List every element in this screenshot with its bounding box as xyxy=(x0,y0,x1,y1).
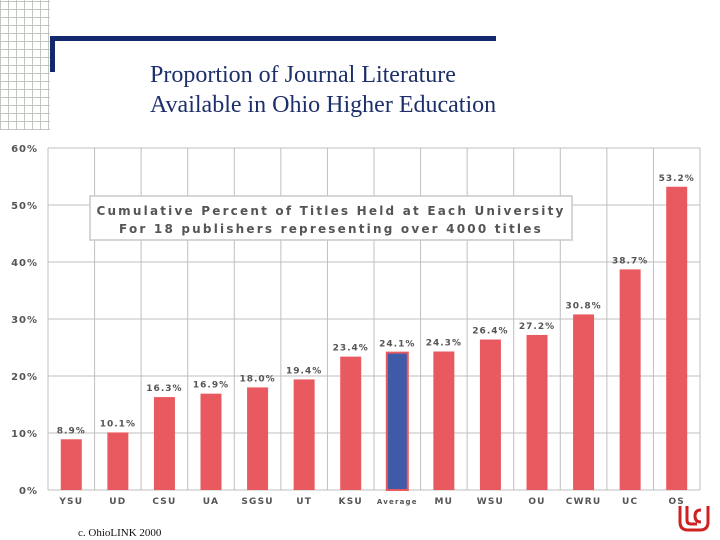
slide-title: Proportion of Journal Literature Availab… xyxy=(150,60,670,120)
decorative-grid-pattern xyxy=(0,0,50,130)
value-label-ysu: 8.9% xyxy=(57,426,86,436)
bar-wsu xyxy=(479,339,501,490)
category-label-ut: UT xyxy=(296,497,312,507)
value-label-ut: 19.4% xyxy=(286,366,322,376)
annotation-line-1: Cumulative Percent of Titles Held at Eac… xyxy=(96,204,565,218)
ohiolink-logo-icon xyxy=(678,506,710,532)
bar-ud xyxy=(107,432,129,490)
value-label-csu: 16.3% xyxy=(146,384,182,394)
y-tick-label: 40% xyxy=(11,258,38,269)
value-label-ou: 27.2% xyxy=(519,322,555,332)
category-label-ud: UD xyxy=(109,497,126,507)
category-label-wsu: WSU xyxy=(477,497,504,507)
bar-ut xyxy=(293,379,315,490)
value-label-os: 53.2% xyxy=(659,174,695,184)
category-label-cwru: CWRU xyxy=(566,497,602,507)
title-accent-bar xyxy=(50,36,496,41)
copyright-footer: c. OhioLINK 2000 xyxy=(78,527,162,539)
category-label-average: Average xyxy=(377,498,418,506)
category-label-os: OS xyxy=(668,497,685,507)
y-tick-label: 20% xyxy=(11,372,38,383)
category-label-ou: OU xyxy=(528,497,545,507)
bar-uc xyxy=(619,269,641,490)
y-tick-label: 30% xyxy=(11,315,38,326)
chart-labels: 0% 10% 20% 30% 40% 50% 60% 8.9% YSU 10.1% UD 16.3% C… xyxy=(11,144,695,507)
y-tick-label: 60% xyxy=(11,144,38,155)
category-label-ua: UA xyxy=(203,497,219,507)
bar-os xyxy=(666,186,688,490)
y-tick-label: 50% xyxy=(11,201,38,212)
slide-title-line-1: Proportion of Journal Literature xyxy=(150,62,456,88)
value-label-ksu: 23.4% xyxy=(333,344,369,354)
chart-annotation: Cumulative Percent of Titles Held at Eac… xyxy=(89,195,573,241)
bar-mu xyxy=(433,351,455,490)
value-label-wsu: 26.4% xyxy=(472,327,508,337)
bar-ysu xyxy=(60,439,82,490)
slide-title-line-2: Available in Ohio Higher Education xyxy=(150,92,497,118)
category-label-mu: MU xyxy=(435,497,454,507)
chart-bars xyxy=(60,186,688,491)
value-label-cwru: 30.8% xyxy=(565,301,601,311)
bar-average xyxy=(385,351,409,491)
category-label-csu: CSU xyxy=(152,497,176,507)
y-tick-label: 0% xyxy=(19,486,38,497)
bar-sgsu xyxy=(247,387,269,490)
category-label-ysu: YSU xyxy=(58,497,83,507)
annotation-box xyxy=(89,195,573,241)
y-tick-label: 10% xyxy=(11,429,38,440)
category-label-ksu: KSU xyxy=(339,497,363,507)
bar-cwru xyxy=(573,314,595,490)
bar-csu xyxy=(153,397,175,490)
bar-ksu xyxy=(340,356,362,490)
annotation-line-2: For 18 publishers representing over 4000… xyxy=(119,222,543,236)
category-label-sgsu: SGSU xyxy=(241,497,273,507)
category-label-uc: UC xyxy=(622,497,638,507)
value-label-ua: 16.9% xyxy=(193,381,229,391)
bar-chart: 0% 10% 20% 30% 40% 50% 60% 8.9% YSU 10.1% UD 16.3% C… xyxy=(11,144,701,507)
bar-ou xyxy=(526,334,548,490)
title-accent-bar-vertical xyxy=(50,36,55,72)
value-label-ud: 10.1% xyxy=(100,419,136,429)
value-label-sgsu: 18.0% xyxy=(239,374,275,384)
value-label-uc: 38.7% xyxy=(612,256,648,266)
bar-ua xyxy=(200,393,222,490)
value-label-average: 24.1% xyxy=(379,340,415,350)
value-label-mu: 24.3% xyxy=(426,338,462,348)
